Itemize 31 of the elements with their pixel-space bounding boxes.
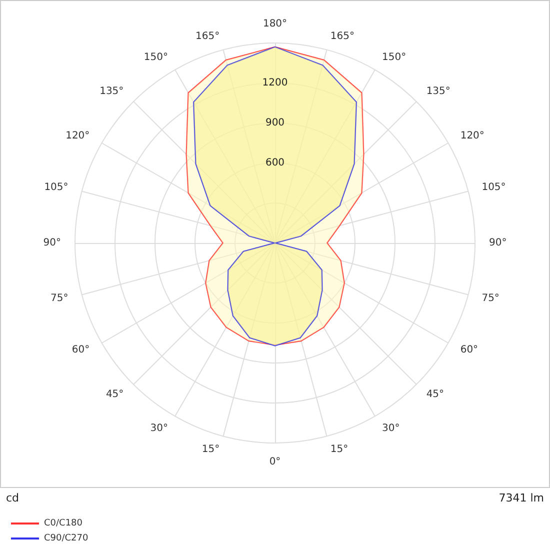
spoke-label: 135° [426,86,450,98]
legend-label: C90/C270 [44,534,89,544]
spoke-label: 75° [482,292,500,304]
spoke-label: 150° [144,52,168,64]
y-tick-label: 900 [265,118,285,128]
spoke-label: 120° [460,130,484,142]
spoke-label: 15° [330,444,348,456]
spoke-label: 30° [382,422,400,434]
spoke-label: 105° [482,182,506,194]
spoke-label: 30° [150,422,168,434]
spoke-label: 90° [43,238,61,248]
spoke-label: 0° [269,456,281,468]
spoke-label: 90° [489,238,507,248]
spoke-label: 45° [426,388,444,400]
spoke-label: 150° [382,52,406,64]
spoke-label: 45° [106,388,124,400]
text: cd [6,492,20,504]
spoke-label: 60° [72,344,90,356]
spoke-label: 15° [202,444,220,456]
y-tick-label: 1200 [262,78,288,88]
spoke-label: 120° [66,130,90,142]
spoke-label: 60° [460,344,478,356]
spoke-label: 75° [50,292,68,304]
spoke-label: 165° [330,30,354,42]
spoke-label: 135° [100,86,124,98]
spoke-label: 180° [262,18,288,30]
spoke-label: 165° [196,30,220,42]
text: 7341 lm [498,492,544,504]
y-tick-label: 600 [265,158,285,168]
spoke-label: 105° [44,182,68,194]
legend-label: C0/C180 [44,518,83,528]
